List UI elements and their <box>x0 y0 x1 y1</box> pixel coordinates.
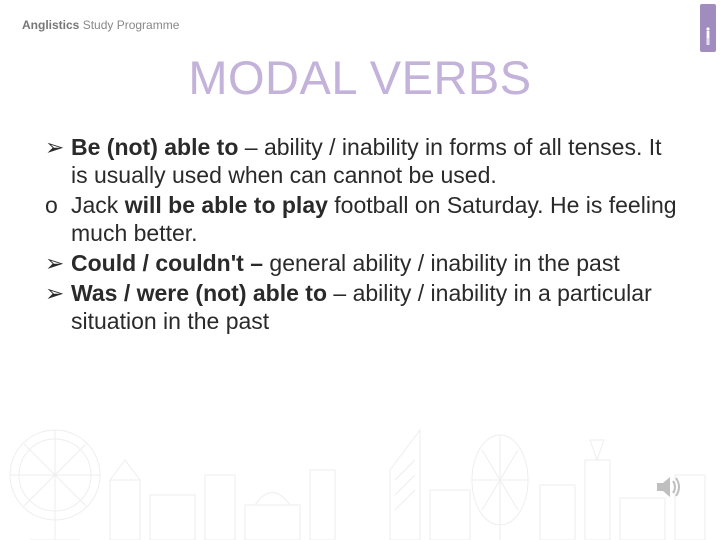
item-bold: Be (not) able to <box>71 134 238 160</box>
bullet-icon: ➢ <box>45 249 64 277</box>
item-text: Jack <box>71 192 125 218</box>
sub-bullet-icon: o <box>45 191 58 219</box>
bullet-icon: ➢ <box>45 279 64 307</box>
list-item: ➢ Was / were (not) able to – ability / i… <box>45 279 680 335</box>
item-text: general ability / inability in the past <box>269 250 619 276</box>
list-item: ➢ Be (not) able to – ability / inability… <box>45 133 680 189</box>
item-bold: Was / were (not) able to <box>71 280 327 306</box>
programme-name-bold: Anglistics <box>22 18 79 32</box>
content-area: ➢ Be (not) able to – ability / inability… <box>0 133 720 335</box>
bullet-icon: ➢ <box>45 133 64 161</box>
list-item: ➢ Could / couldn't – general ability / i… <box>45 249 680 277</box>
corner-badge <box>700 4 716 52</box>
list-item: o Jack will be able to play football on … <box>45 191 680 247</box>
speaker-icon <box>654 472 684 502</box>
page-title: MODAL VERBS <box>0 50 720 105</box>
person-icon <box>704 26 712 46</box>
item-bold: will be able to play <box>125 192 328 218</box>
programme-name-rest: Study Programme <box>79 18 179 32</box>
item-bold: Could / couldn't – <box>71 250 269 276</box>
programme-header: Anglistics Study Programme <box>0 0 720 32</box>
skyline-decoration <box>0 420 720 540</box>
